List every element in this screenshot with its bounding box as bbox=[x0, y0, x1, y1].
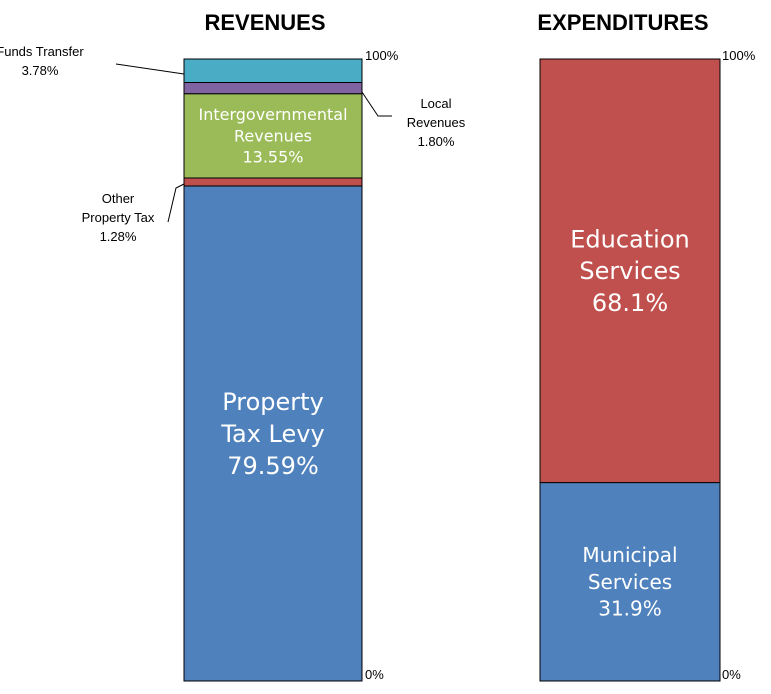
bar-segment-other-property-tax bbox=[183, 177, 363, 187]
callout-label: Local bbox=[420, 96, 451, 111]
bar-segment-intergovernmental-revenues bbox=[183, 93, 363, 179]
tick-label-100: 100% bbox=[365, 48, 399, 63]
callout-value: 3.78% bbox=[22, 63, 59, 78]
data-label-value: 13.55% bbox=[242, 148, 303, 167]
data-label: Services bbox=[588, 570, 672, 594]
callout-value: 1.80% bbox=[418, 134, 455, 149]
expenditures-chart: EXPENDITURESMunicipalServices31.9%Educat… bbox=[537, 10, 755, 682]
tick-label-0: 0% bbox=[365, 667, 384, 682]
callout-label: Funds Transfer bbox=[0, 44, 84, 59]
data-label: Services bbox=[579, 257, 680, 285]
data-label: Tax Levy bbox=[220, 420, 324, 448]
data-label-value: 68.1% bbox=[592, 289, 668, 317]
data-label: Revenues bbox=[234, 126, 312, 145]
data-label-value: 79.59% bbox=[227, 452, 319, 480]
bar-segment-property-tax-levy bbox=[183, 185, 363, 682]
data-label: Education bbox=[570, 225, 689, 253]
data-label: Property bbox=[222, 388, 324, 416]
data-label-value: 31.9% bbox=[598, 596, 662, 620]
callout-leader-line bbox=[361, 91, 392, 117]
data-label: Municipal bbox=[582, 543, 677, 567]
bar-segment-education-services bbox=[539, 58, 721, 484]
tick-label-0: 0% bbox=[722, 667, 741, 682]
bar-segment-funds-transfer bbox=[183, 58, 363, 84]
revenues-chart: REVENUES Property Tax Levy 79.59% Other Prope… bbox=[0, 10, 466, 682]
callout-leader-line bbox=[167, 183, 185, 223]
callout-label: Property Tax bbox=[82, 210, 155, 225]
bar-segment-local-revenues bbox=[183, 82, 363, 95]
tick-label-100: 100% bbox=[722, 48, 756, 63]
data-label: Intergovernmental bbox=[198, 105, 347, 124]
chart-title: EXPENDITURES bbox=[537, 10, 708, 35]
callout-label: Other bbox=[102, 191, 135, 206]
callout-value: 1.28% bbox=[100, 229, 137, 244]
callout-leader-line bbox=[115, 63, 185, 75]
callout-label: Revenues bbox=[407, 115, 466, 130]
chart-title: REVENUES bbox=[204, 10, 325, 35]
